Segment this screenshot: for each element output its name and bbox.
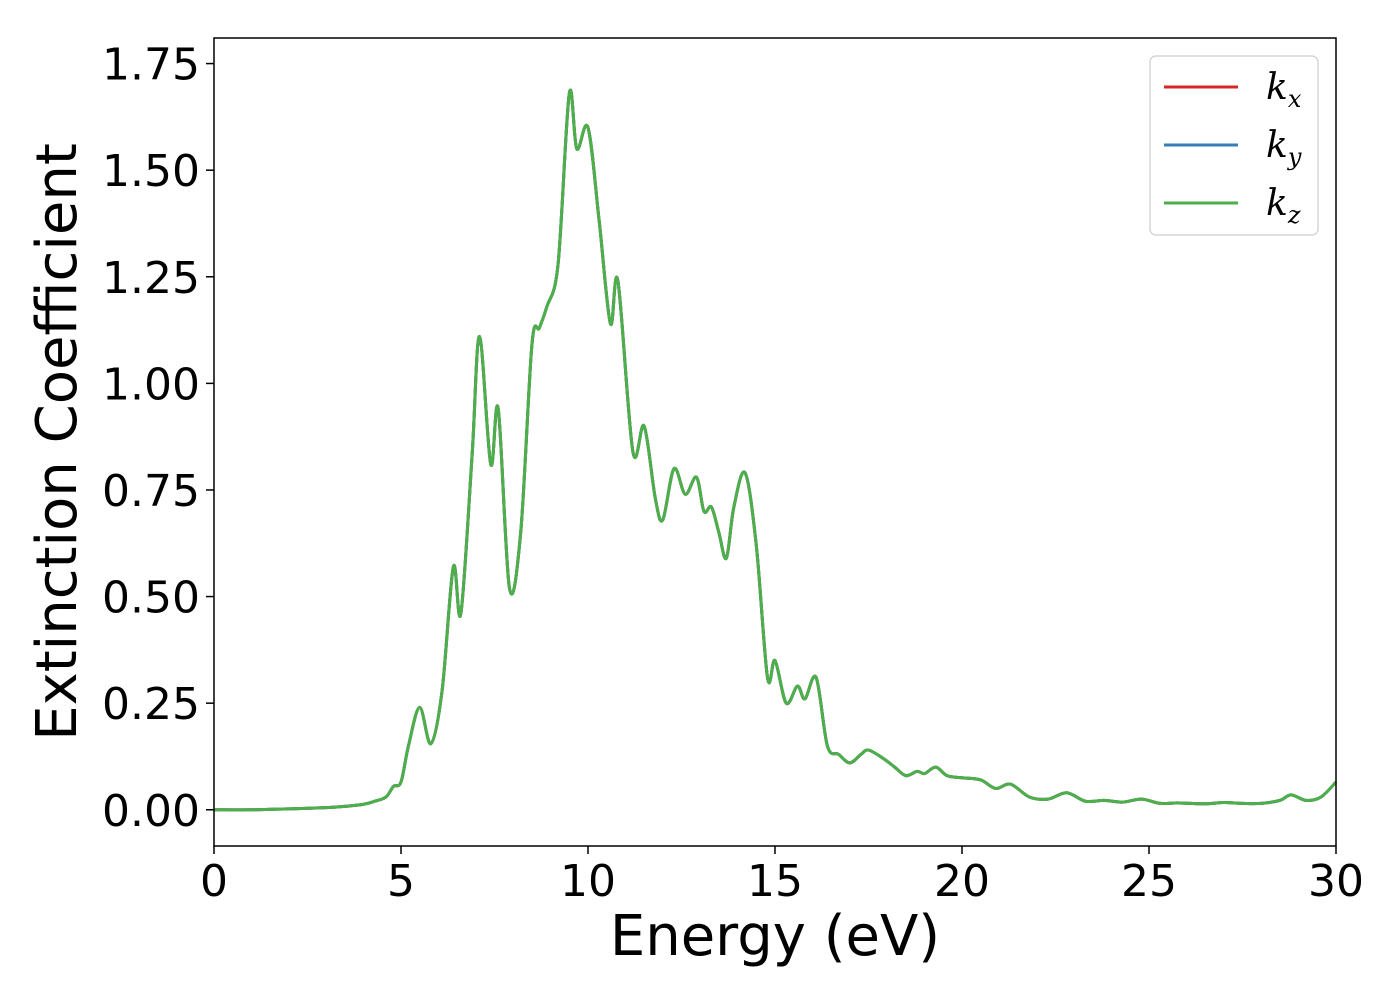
x-tick-label: 30 [1308,856,1364,907]
y-axis-label: Extinction Coefficient [25,143,90,741]
y-tick-label: 0.00 [102,786,200,837]
x-tick-label: 15 [747,856,803,907]
x-tick-label: 25 [1121,856,1177,907]
x-axis-label: Energy (eV) [610,904,940,969]
legend-item-kx: kx [1164,67,1302,113]
y-tick-label: 1.50 [102,146,200,197]
y-tick-label: 1.75 [102,40,200,91]
y-tick-label: 1.00 [102,359,200,410]
series-line-k-z [213,88,1338,812]
y-tick-label: 0.25 [102,679,200,730]
y-tick-label: 1.25 [102,253,200,304]
x-tick-label: 20 [934,856,990,907]
x-axis-ticks: 0 5 10 15 20 25 30 [200,846,1364,907]
y-tick-label: 0.50 [102,573,200,624]
y-axis-ticks: 0.00 0.25 0.50 0.75 1.00 1.25 1.50 1.75 [102,40,214,837]
x-tick-label: 5 [387,856,415,907]
x-tick-label: 10 [560,856,616,907]
y-tick-label: 0.75 [102,466,200,517]
series-layer [213,88,1338,812]
x-tick-label: 0 [200,856,228,907]
